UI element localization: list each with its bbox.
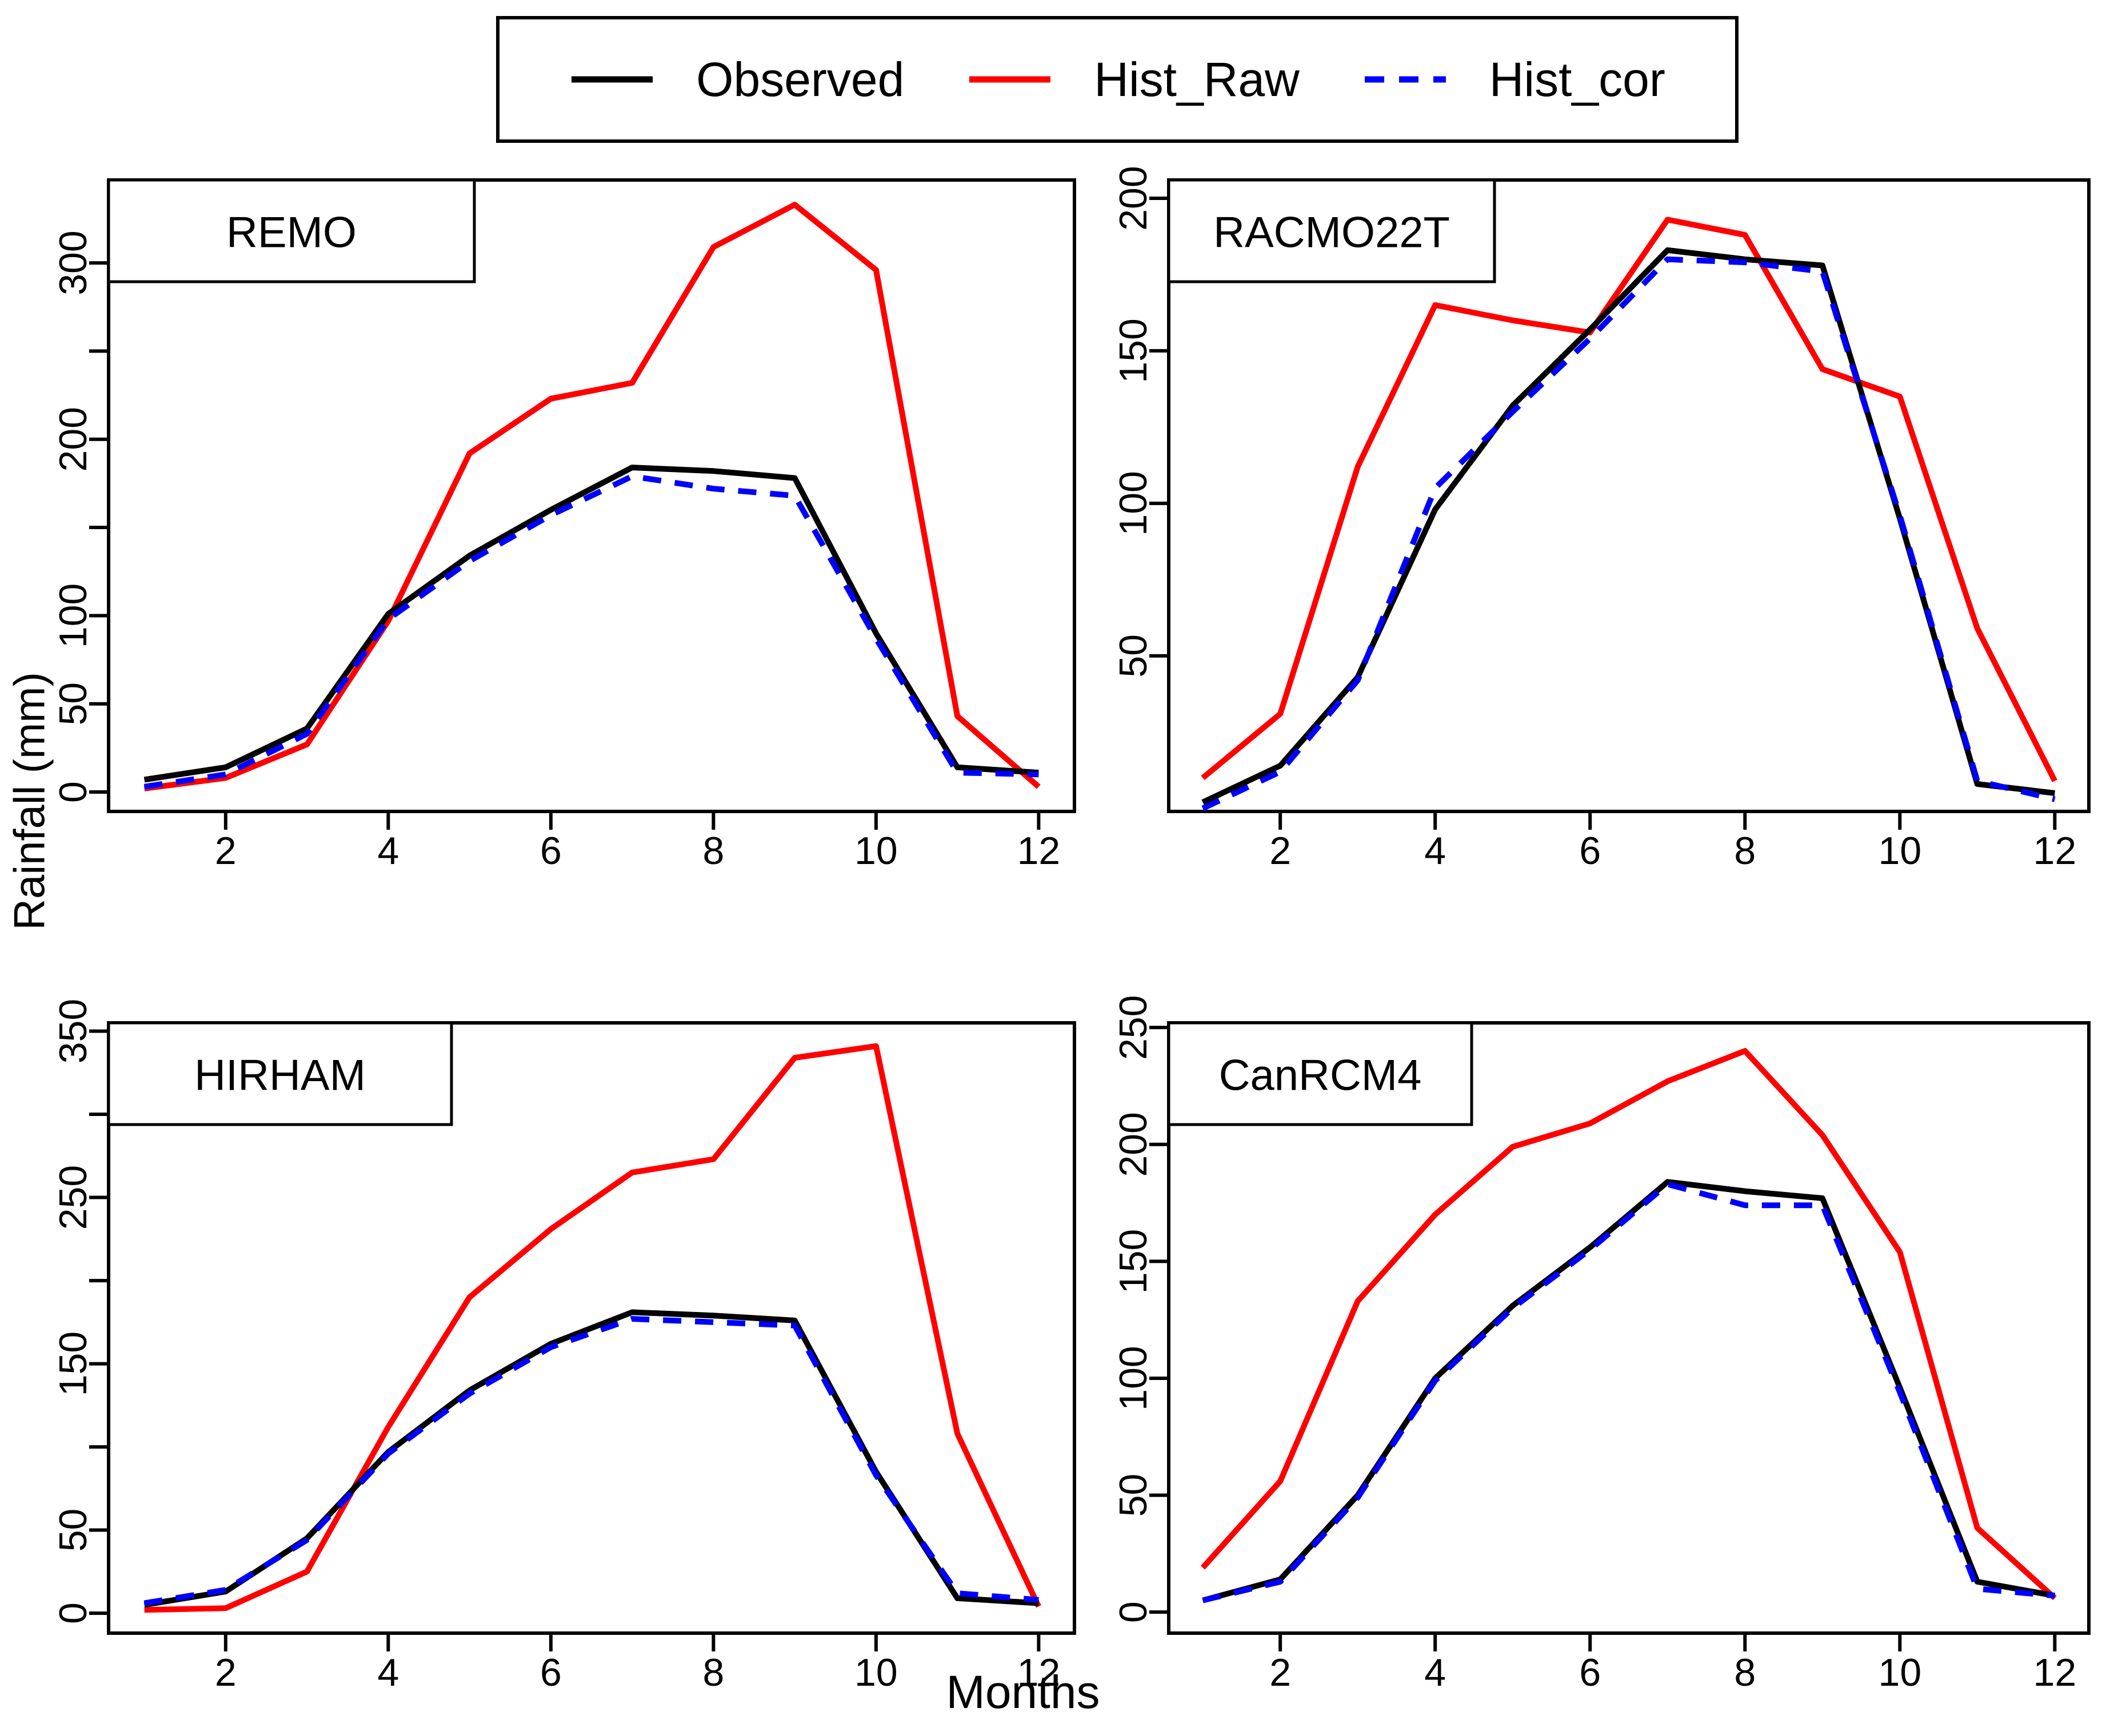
x-tick-label: 10	[1879, 829, 1922, 873]
plot-box	[1167, 178, 2091, 813]
panel-label-box	[107, 178, 476, 283]
y-tick-label: 200	[1112, 166, 1155, 230]
panel-CanRCM4: 0 50 100 150 200 250 2 4 6 8 10 12 CanRCM4	[1112, 995, 2091, 1694]
legend-item-hist-raw: Hist_Raw	[967, 53, 1300, 106]
panel-label: REMO	[226, 209, 357, 257]
series-observed-line	[143, 465, 1039, 783]
plot-box	[107, 178, 1076, 813]
y-tick-label: 200	[1112, 1112, 1155, 1177]
hist-cor-line-sample	[1364, 76, 1446, 83]
x-tick-label: 8	[702, 1651, 724, 1694]
y-tick-label: 350	[51, 999, 95, 1063]
x-tick-label: 12	[2033, 1651, 2077, 1694]
panel-label: RACMO22T	[1213, 209, 1450, 257]
x-tick-label: 4	[1424, 1651, 1446, 1694]
legend-label-hist-cor: Hist_cor	[1489, 53, 1665, 106]
x-tick-label: 6	[1579, 1651, 1601, 1694]
series-hist_cor-line	[143, 473, 1039, 790]
y-tick-label: 0	[51, 1602, 95, 1624]
x-tick-label: 6	[540, 1651, 562, 1694]
series-hist_cor-line	[1201, 256, 2056, 811]
x-axis-title: Months	[946, 1666, 1100, 1718]
y-tick-label: 250	[51, 1165, 95, 1230]
x-tick-label: 10	[1879, 1651, 1922, 1694]
y-tick-label: 50	[1112, 1474, 1155, 1517]
panel-HIRHAM: 0 50 150 250 350 2 4 6 8 10 12 HIRHAM	[51, 999, 1076, 1694]
series-observed-line	[1201, 247, 2055, 805]
plot-box	[1167, 1021, 2091, 1635]
series-hist_raw-line	[144, 1043, 1041, 1613]
panel-label-box	[1167, 1021, 1473, 1126]
x-tick-label: 6	[540, 829, 562, 873]
x-tick-label: 8	[1734, 829, 1756, 873]
panel-REMO: 0 50 100 200 300 2 4 6 8 10 12 REMO	[51, 178, 1076, 873]
legend-box: Observed Hist_Raw Hist_cor	[496, 16, 1739, 143]
y-tick-label: 300	[51, 230, 95, 295]
panel-label: HIRHAM	[194, 1051, 366, 1100]
x-tick-label: 12	[1017, 829, 1061, 873]
series-hist_cor-line	[1202, 1181, 2055, 1603]
y-tick-label: 150	[1112, 1229, 1155, 1294]
panel-label-box	[1167, 178, 1496, 283]
legend-item-observed: Observed	[569, 55, 904, 103]
x-tick-label: 2	[1269, 1651, 1291, 1694]
series-hist_raw-line	[1200, 1048, 2057, 1601]
series-hist_cor-line	[143, 1316, 1039, 1606]
y-tick-label: 150	[1112, 318, 1155, 383]
x-tick-label: 8	[702, 829, 724, 873]
hist-raw-line-sample	[969, 76, 1051, 83]
y-tick-label: 250	[1112, 995, 1155, 1059]
observed-line-sample	[572, 76, 653, 83]
legend-label-observed: Observed	[696, 53, 905, 106]
x-tick-label: 2	[1269, 829, 1291, 873]
y-tick-label: 100	[1112, 471, 1155, 535]
x-tick-label: 6	[1579, 829, 1601, 873]
y-tick-label: 50	[51, 682, 95, 726]
x-tick-label: 12	[2033, 829, 2077, 873]
y-tick-label: 50	[51, 1509, 95, 1552]
legend-item-hist-cor: Hist_cor	[1362, 55, 1665, 103]
y-axis-title: Rainfall (mm)	[5, 672, 54, 930]
x-tick-label: 10	[854, 829, 898, 873]
panel-label: CanRCM4	[1219, 1051, 1422, 1100]
x-tick-label: 8	[1734, 1651, 1756, 1694]
panel-label-box	[107, 1021, 453, 1126]
x-tick-label: 4	[377, 1651, 399, 1694]
panel-RACMO22T: 50 100 150 200 2 4 6 8 10 12 RACMO22T	[1112, 166, 2091, 873]
series-hist_raw-line	[1201, 217, 2057, 782]
y-tick-label: 100	[1112, 1346, 1155, 1410]
x-tick-label: 2	[215, 829, 237, 873]
y-tick-label: 200	[51, 407, 95, 471]
y-tick-label: 150	[51, 1331, 95, 1396]
series-hist_raw-line	[143, 202, 1041, 791]
plot-box	[107, 1021, 1076, 1635]
y-tick-label: 100	[51, 583, 95, 648]
x-tick-label: 4	[377, 829, 399, 873]
y-tick-label: 50	[1112, 634, 1155, 678]
x-tick-label: 12	[1017, 1651, 1061, 1694]
series-observed-line	[1202, 1179, 2056, 1603]
x-tick-label: 4	[1424, 829, 1446, 873]
series-observed-line	[143, 1309, 1039, 1608]
y-tick-label: 0	[51, 781, 95, 803]
x-tick-label: 2	[215, 1651, 237, 1694]
y-tick-label: 0	[1112, 1601, 1155, 1623]
x-tick-label: 10	[854, 1651, 898, 1694]
legend-label-hist-raw: Hist_Raw	[1094, 53, 1300, 106]
